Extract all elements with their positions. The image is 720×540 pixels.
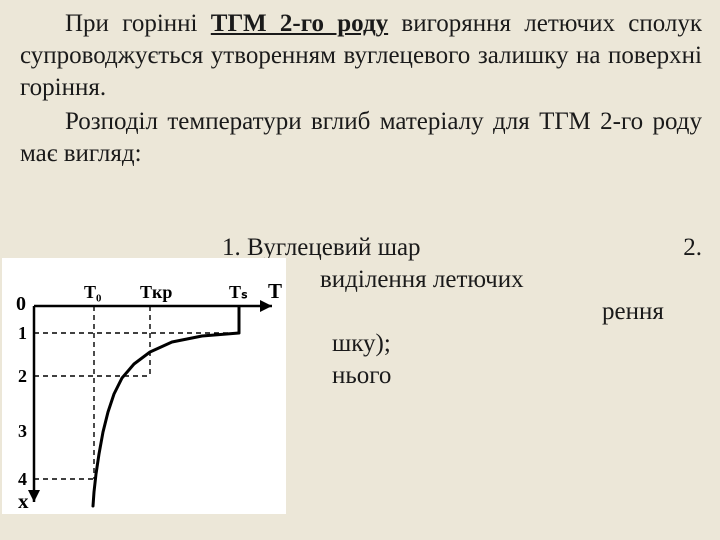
legend-line-2b: рення bbox=[602, 296, 664, 328]
svg-text:T: T bbox=[268, 279, 282, 303]
legend-frag-2a: виділення летючих bbox=[320, 266, 524, 293]
legend-item-1: 1. Вуглецевий шар bbox=[222, 234, 421, 261]
legend-line-3a: шку); bbox=[332, 328, 391, 360]
svg-text:T₀: T₀ bbox=[84, 282, 101, 302]
paragraph-2: Розподіл температури вглиб матеріалу для… bbox=[20, 106, 702, 170]
svg-text:1: 1 bbox=[18, 323, 27, 343]
svg-text:2: 2 bbox=[18, 366, 27, 386]
svg-text:Tкр: Tкр bbox=[140, 282, 172, 302]
svg-text:0: 0 bbox=[16, 293, 26, 315]
figure-svg: 0 Tx T₀ Tкр Tₛ 1 2 3 4 bbox=[2, 258, 286, 514]
legend-item-2-num: 2. bbox=[683, 232, 702, 264]
legend-line-3b: нього bbox=[332, 360, 391, 392]
legend-frag-3a: шку); bbox=[332, 330, 391, 357]
body-text: При горінні ТГМ 2-го роду вигоряння летю… bbox=[20, 8, 702, 172]
legend-frag-2b: рення bbox=[602, 298, 664, 325]
svg-text:x: x bbox=[18, 489, 29, 513]
p1-underlined: ТГМ 2-го роду bbox=[211, 10, 388, 37]
p1-pre: При горінні bbox=[65, 10, 211, 37]
svg-text:3: 3 bbox=[18, 421, 27, 441]
svg-text:4: 4 bbox=[18, 469, 27, 489]
temperature-profile-figure: 0 Tx T₀ Tкр Tₛ 1 2 3 4 bbox=[2, 258, 286, 514]
svg-text:Tₛ: Tₛ bbox=[229, 282, 248, 302]
legend-list: 1. Вуглецевий шар 2. виділення летючих р… bbox=[222, 232, 702, 264]
legend-line-1: 1. Вуглецевий шар 2. bbox=[222, 232, 702, 264]
legend-line-2: виділення летючих bbox=[320, 264, 524, 296]
paragraph-1: При горінні ТГМ 2-го роду вигоряння летю… bbox=[20, 8, 702, 104]
legend-frag-3b: нього bbox=[332, 362, 391, 389]
